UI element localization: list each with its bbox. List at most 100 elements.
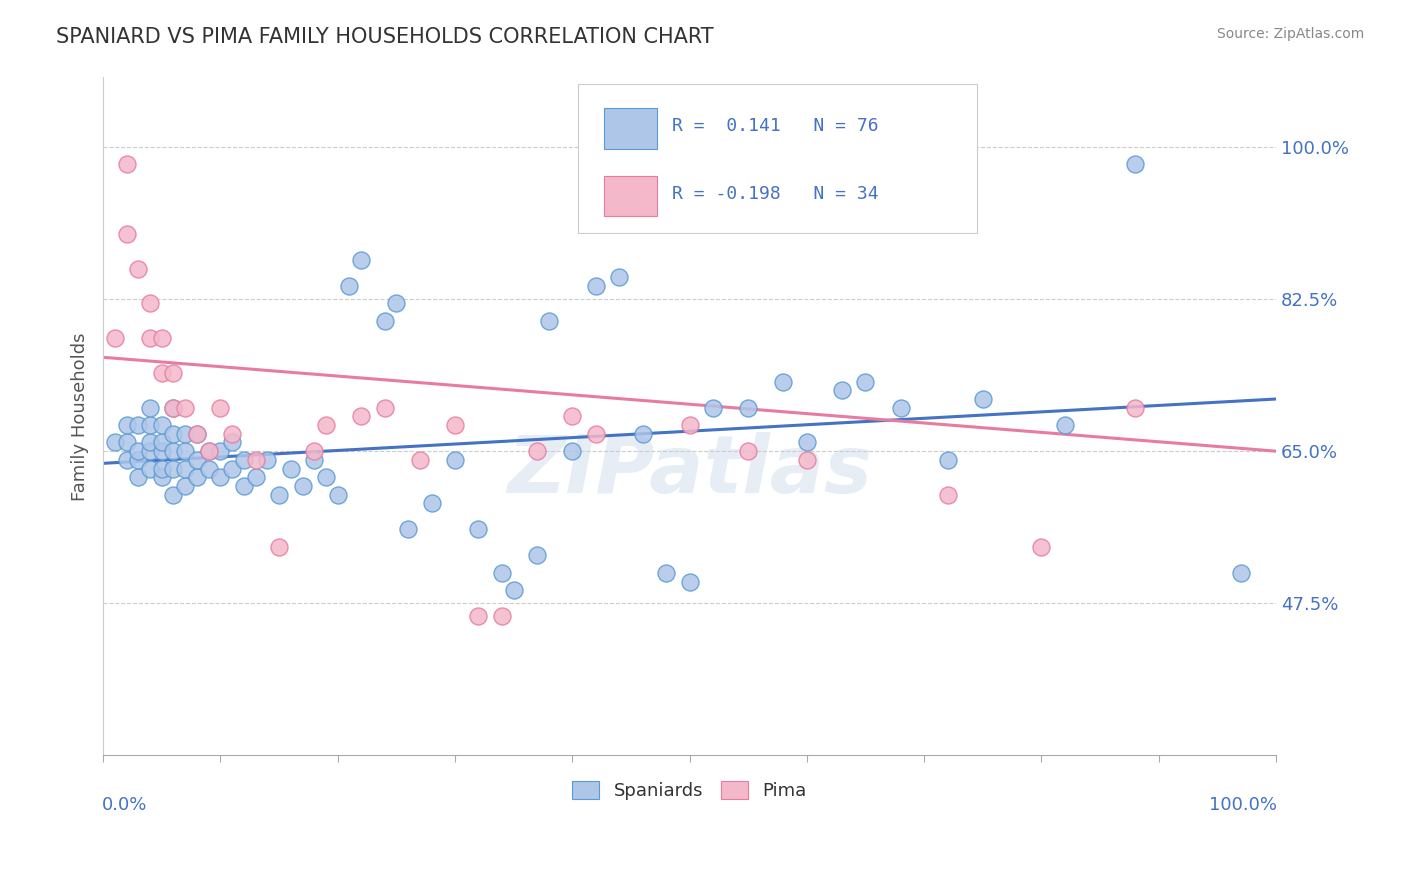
Point — [502, 583, 524, 598]
Point — [737, 401, 759, 415]
Point — [139, 296, 162, 310]
Point — [150, 435, 173, 450]
Point — [162, 401, 184, 415]
Point — [302, 444, 325, 458]
Point — [174, 426, 197, 441]
Point — [115, 435, 138, 450]
Point — [174, 444, 197, 458]
Point — [150, 418, 173, 433]
Point — [702, 401, 724, 415]
Point — [796, 453, 818, 467]
Point — [374, 401, 396, 415]
Point — [585, 279, 607, 293]
Point — [267, 488, 290, 502]
Text: 0.0%: 0.0% — [103, 796, 148, 814]
Point — [174, 401, 197, 415]
Point — [232, 453, 254, 467]
Point — [1123, 401, 1146, 415]
Point — [209, 470, 232, 484]
Point — [139, 331, 162, 345]
Text: 100.0%: 100.0% — [1209, 796, 1277, 814]
Point — [150, 366, 173, 380]
Point — [127, 444, 149, 458]
Point — [197, 444, 219, 458]
Point — [139, 444, 162, 458]
Point — [607, 270, 630, 285]
Point — [936, 488, 959, 502]
Point — [291, 479, 314, 493]
Point — [139, 461, 162, 475]
Point — [526, 549, 548, 563]
Point — [326, 488, 349, 502]
Point — [232, 479, 254, 493]
Point — [631, 426, 654, 441]
Point — [537, 314, 560, 328]
Point — [267, 540, 290, 554]
Text: Source: ZipAtlas.com: Source: ZipAtlas.com — [1216, 27, 1364, 41]
Point — [209, 401, 232, 415]
Point — [245, 453, 267, 467]
Point — [936, 453, 959, 467]
Point — [737, 444, 759, 458]
Point — [491, 609, 513, 624]
Legend: Spaniards, Pima: Spaniards, Pima — [565, 773, 814, 807]
Point — [526, 444, 548, 458]
Point — [186, 470, 208, 484]
Point — [104, 331, 127, 345]
Point — [139, 401, 162, 415]
Point — [162, 366, 184, 380]
Point — [467, 609, 489, 624]
Point — [186, 453, 208, 467]
Point — [772, 375, 794, 389]
Point — [115, 453, 138, 467]
Point — [245, 470, 267, 484]
Point — [127, 470, 149, 484]
Point — [678, 574, 700, 589]
Point — [1229, 566, 1251, 580]
Text: ZIPatlas: ZIPatlas — [508, 432, 872, 509]
Point — [115, 157, 138, 171]
Text: R = -0.198   N = 34: R = -0.198 N = 34 — [672, 185, 879, 203]
Point — [491, 566, 513, 580]
Point — [162, 426, 184, 441]
Point — [339, 279, 361, 293]
Point — [972, 392, 994, 406]
Point — [221, 426, 243, 441]
Point — [315, 470, 337, 484]
Point — [1031, 540, 1053, 554]
Point — [162, 461, 184, 475]
Point — [115, 418, 138, 433]
Point — [256, 453, 278, 467]
Point — [1053, 418, 1076, 433]
Point — [174, 479, 197, 493]
Point — [162, 488, 184, 502]
Point — [385, 296, 408, 310]
Point — [302, 453, 325, 467]
Point — [150, 470, 173, 484]
Point — [150, 461, 173, 475]
FancyBboxPatch shape — [605, 108, 657, 149]
Text: SPANIARD VS PIMA FAMILY HOUSEHOLDS CORRELATION CHART: SPANIARD VS PIMA FAMILY HOUSEHOLDS CORRE… — [56, 27, 714, 46]
Point — [855, 375, 877, 389]
FancyBboxPatch shape — [605, 176, 657, 217]
Point — [221, 461, 243, 475]
Point — [350, 409, 373, 424]
Point — [162, 444, 184, 458]
Point — [890, 401, 912, 415]
Point — [467, 522, 489, 536]
Point — [209, 444, 232, 458]
Point — [221, 435, 243, 450]
Point — [585, 426, 607, 441]
Point — [420, 496, 443, 510]
Point — [115, 227, 138, 241]
Point — [150, 444, 173, 458]
FancyBboxPatch shape — [578, 84, 977, 234]
Point — [374, 314, 396, 328]
Point — [127, 453, 149, 467]
Point — [197, 461, 219, 475]
Point — [104, 435, 127, 450]
Point — [162, 401, 184, 415]
Point — [678, 418, 700, 433]
Point — [444, 453, 467, 467]
Point — [409, 453, 432, 467]
